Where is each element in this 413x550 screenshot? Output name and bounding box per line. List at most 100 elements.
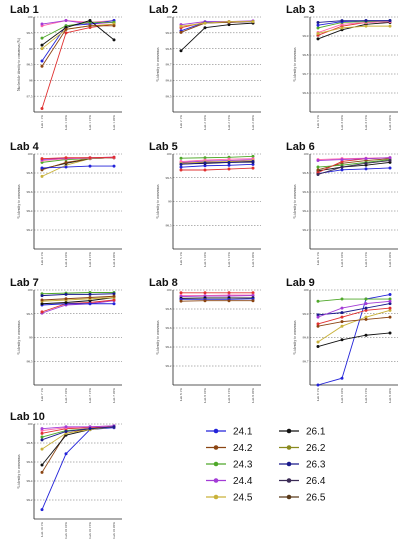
y-tick-label: 99.8 bbox=[27, 171, 33, 175]
series-line bbox=[317, 332, 391, 347]
y-tick-label: 98.5 bbox=[166, 223, 172, 227]
data-point bbox=[316, 313, 320, 317]
data-point bbox=[340, 324, 344, 328]
data-point bbox=[179, 299, 183, 303]
panel-lab-9: Lab 9 99.7 99.8 99.9 100 % identity to consen… bbox=[286, 277, 398, 403]
data-point bbox=[179, 156, 183, 160]
x-tick-label: Lab 6 10% bbox=[340, 252, 344, 267]
y-tick-label: 99.2 bbox=[27, 498, 33, 502]
data-point bbox=[179, 30, 183, 34]
y-tick-label: 99.5 bbox=[27, 31, 33, 35]
panel-title: Lab 4 bbox=[10, 141, 40, 153]
x-tick-label: Lab 1 10% bbox=[64, 115, 68, 130]
series-line bbox=[41, 300, 115, 314]
series-line bbox=[41, 426, 115, 466]
series-line bbox=[180, 160, 254, 164]
series-line bbox=[41, 295, 115, 301]
data-point bbox=[316, 159, 320, 163]
data-point bbox=[64, 429, 68, 433]
y-tick-label: 99 bbox=[168, 200, 172, 204]
data-point bbox=[340, 315, 344, 319]
panel-title: Lab 9 bbox=[286, 277, 315, 289]
series-line bbox=[41, 293, 115, 297]
data-point bbox=[112, 292, 116, 296]
legend-label: 26.5 bbox=[306, 493, 326, 504]
data-point bbox=[251, 154, 255, 158]
data-point bbox=[364, 333, 368, 337]
series-line bbox=[317, 309, 391, 343]
data-point bbox=[64, 452, 68, 456]
y-tick-label: 98.5 bbox=[27, 63, 33, 67]
x-tick-label: Lab 1 1% bbox=[40, 115, 44, 128]
legend-swatch-dot bbox=[213, 445, 219, 450]
series-line bbox=[41, 427, 115, 510]
legend-label: 24.2 bbox=[233, 443, 253, 454]
y-tick-label: 99.9 bbox=[303, 34, 309, 38]
y-tick-label: 99.4 bbox=[166, 345, 172, 349]
data-point bbox=[112, 298, 116, 302]
legend-label: 26.4 bbox=[306, 476, 326, 487]
data-point bbox=[364, 161, 368, 165]
data-point bbox=[340, 338, 344, 342]
series-line bbox=[180, 158, 254, 162]
data-point bbox=[316, 37, 320, 41]
panel-lab-3: Lab 3 99.6 99.7 99.8 99.9 100 % identity to co… bbox=[286, 4, 398, 130]
data-point bbox=[340, 165, 344, 169]
y-tick-label: 100 bbox=[303, 15, 308, 19]
data-point bbox=[251, 291, 255, 295]
series-line bbox=[317, 157, 391, 161]
data-point bbox=[88, 292, 92, 296]
data-point bbox=[179, 168, 183, 172]
data-point bbox=[251, 294, 255, 298]
y-axis-label: % identity to consensus bbox=[156, 47, 160, 82]
data-point bbox=[388, 306, 392, 310]
y-tick-label: 100 bbox=[27, 288, 32, 292]
data-point bbox=[40, 22, 44, 26]
data-point bbox=[388, 308, 392, 312]
data-point bbox=[388, 297, 392, 301]
data-point bbox=[203, 156, 207, 160]
data-point bbox=[64, 160, 68, 164]
data-point bbox=[316, 383, 320, 387]
data-point bbox=[88, 427, 92, 431]
data-point bbox=[340, 376, 344, 380]
x-tick-label: Lab 8 20% bbox=[251, 388, 255, 403]
x-tick-label: Lab 1 15% bbox=[88, 115, 92, 130]
data-point bbox=[64, 165, 68, 169]
data-point bbox=[364, 167, 368, 171]
data-point bbox=[40, 470, 44, 474]
data-point bbox=[179, 165, 183, 169]
y-tick-label: 100 bbox=[303, 152, 308, 156]
panel-lab-6: Lab 6 99.2 99.4 99.6 99.8 100 % identity to co… bbox=[286, 141, 398, 267]
y-tick-label: 99.6 bbox=[27, 460, 33, 464]
y-tick-label: 99.2 bbox=[166, 364, 172, 368]
data-point bbox=[364, 308, 368, 312]
series-line bbox=[41, 426, 115, 473]
y-tick-label: 97.5 bbox=[27, 94, 33, 98]
series-line bbox=[41, 157, 115, 161]
data-point bbox=[227, 157, 231, 161]
series-line bbox=[317, 316, 391, 327]
data-point bbox=[388, 159, 392, 163]
data-point bbox=[364, 297, 368, 301]
data-point bbox=[203, 26, 207, 30]
data-point bbox=[316, 324, 320, 328]
series-line bbox=[41, 297, 115, 305]
data-point bbox=[340, 168, 344, 172]
x-tick-label: Lab 8 10% bbox=[203, 388, 207, 403]
x-tick-label: Lab 1 20% bbox=[112, 115, 116, 130]
data-point bbox=[316, 31, 320, 35]
data-point bbox=[40, 435, 44, 439]
data-point bbox=[112, 155, 116, 159]
x-tick-label: Lab 3 10% bbox=[340, 115, 344, 130]
data-point bbox=[340, 297, 344, 301]
y-tick-label: 99.8 bbox=[303, 53, 309, 57]
data-point bbox=[64, 292, 68, 296]
panel-title: Lab 5 bbox=[149, 141, 178, 153]
y-axis-label: % identity to consensus bbox=[293, 184, 297, 219]
data-point bbox=[64, 301, 68, 304]
y-tick-label: 99.7 bbox=[166, 63, 172, 67]
panel-title: Lab 1 bbox=[10, 4, 39, 16]
legend-label: 24.4 bbox=[233, 476, 253, 487]
